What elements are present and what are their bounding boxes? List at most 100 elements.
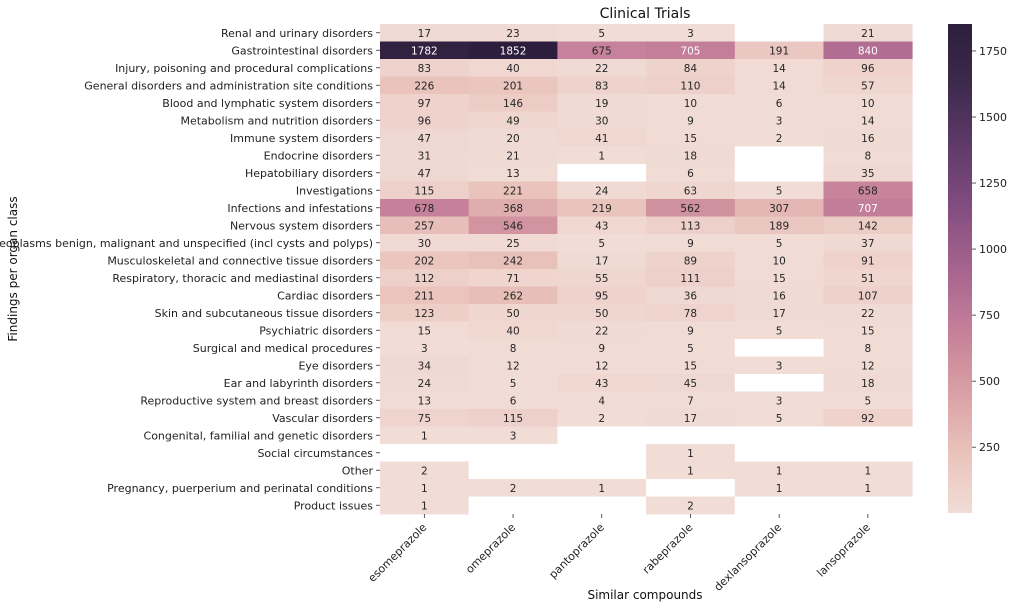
cell-value-label: 16: [861, 133, 875, 145]
heatmap-cell-empty: [734, 444, 824, 462]
cell-value-label: 262: [503, 290, 523, 302]
cell-value-label: 8: [510, 343, 517, 355]
heatmap-cell: [468, 339, 558, 357]
x-axis-label: Similar compounds: [587, 588, 702, 602]
cell-value-label: 3: [687, 28, 694, 40]
cell-value-label: 211: [414, 290, 434, 302]
cell-value-label: 40: [506, 325, 519, 337]
cell-value-label: 9: [687, 325, 694, 337]
cell-value-label: 36: [684, 290, 698, 302]
cell-value-label: 1: [421, 500, 428, 512]
heatmap-cell: [734, 76, 824, 95]
heatmap-cell: [823, 234, 913, 252]
cell-value-label: 9: [687, 238, 694, 250]
heatmap-cell: [823, 24, 913, 42]
cell-value-label: 1: [687, 448, 694, 460]
cell-value-label: 71: [506, 273, 519, 285]
heatmap-cell: [557, 339, 647, 357]
cell-value-label: 97: [418, 98, 431, 110]
colorbar-tick-label: 1000: [979, 243, 1007, 256]
cell-value-label: 21: [861, 28, 874, 40]
heatmap-cell: [646, 94, 736, 112]
cell-value-label: 546: [503, 220, 523, 232]
cell-value-label: 47: [418, 168, 431, 180]
cell-value-label: 226: [414, 80, 434, 92]
cell-value-label: 1: [776, 465, 783, 477]
heatmap-cell: [557, 374, 647, 392]
cell-value-label: 17: [418, 28, 431, 40]
column-tick-label: pantoprazole: [547, 521, 607, 581]
cell-value-label: 2: [776, 133, 783, 145]
heatmap-cell: [734, 111, 824, 130]
heatmap-cell: [823, 164, 913, 182]
heatmap-cell: [646, 374, 736, 392]
cell-value-label: 1: [421, 483, 428, 495]
cell-value-label: 1782: [411, 45, 438, 57]
cell-value-label: 5: [865, 395, 872, 407]
heatmap-cell: [380, 304, 470, 322]
cell-value-label: 1: [776, 483, 783, 495]
heatmap-cell-empty: [823, 426, 913, 445]
heatmap-cell: [646, 391, 736, 410]
heatmap-cell: [380, 234, 470, 252]
cell-value-label: 91: [861, 255, 874, 267]
row-tick-label: Immune system disorders: [230, 132, 373, 145]
heatmap-cell-empty: [734, 374, 824, 392]
cell-value-label: 5: [776, 413, 783, 425]
heatmap-cell: [646, 129, 736, 147]
cell-value-label: 40: [506, 63, 519, 75]
heatmap-cell: [734, 391, 824, 410]
cell-value-label: 675: [592, 45, 612, 57]
heatmap-cell: [734, 234, 824, 252]
heatmap-cell: [468, 111, 558, 130]
cell-value-label: 3: [776, 360, 783, 372]
heatmap-cell: [468, 181, 558, 200]
heatmap-cell: [823, 409, 913, 427]
heatmap-cell: [380, 129, 470, 147]
heatmap-cell: [557, 286, 647, 305]
column-tick-label: omeprazole: [463, 521, 518, 576]
cell-value-label: 1: [598, 483, 605, 495]
heatmap-cell: [557, 76, 647, 95]
heatmap-cell: [468, 356, 558, 375]
heatmap-cell-empty: [646, 479, 736, 497]
cell-value-label: 95: [595, 290, 608, 302]
heatmap-cell: [380, 216, 470, 235]
cell-value-label: 707: [858, 203, 878, 215]
heatmap-cell: [734, 251, 824, 270]
heatmap-cell: [734, 129, 824, 147]
heatmap-cell: [557, 216, 647, 235]
heatmap-cell: [557, 409, 647, 427]
cell-value-label: 14: [861, 115, 875, 127]
heatmap-cell: [646, 164, 736, 182]
heatmap-cell: [646, 181, 736, 200]
colorbar-gradient: [948, 24, 972, 513]
cell-value-label: 6: [687, 168, 694, 180]
cell-value-label: 12: [595, 360, 608, 372]
cell-value-label: 12: [861, 360, 874, 372]
cell-value-label: 9: [687, 115, 694, 127]
heatmap-cell: [646, 339, 736, 357]
cell-value-label: 705: [680, 45, 700, 57]
heatmap-cell: [380, 321, 470, 340]
row-tick-label: Vascular disorders: [272, 412, 373, 425]
cell-value-label: 5: [776, 185, 783, 197]
cell-value-label: 219: [592, 203, 612, 215]
heatmap-cell: [557, 146, 647, 165]
cell-value-label: 678: [414, 203, 434, 215]
row-tick-label: Injury, poisoning and procedural complic…: [115, 62, 373, 75]
cell-value-label: 562: [680, 203, 700, 215]
cell-value-label: 16: [772, 290, 786, 302]
cell-value-label: 111: [680, 273, 700, 285]
heatmap-cell-empty: [557, 426, 647, 445]
heatmap-cell: [380, 41, 470, 60]
cell-value-label: 20: [506, 133, 519, 145]
heatmap-cell-empty: [734, 146, 824, 165]
cell-value-label: 202: [414, 255, 434, 267]
cell-value-label: 142: [858, 220, 878, 232]
heatmap-cell: [468, 286, 558, 305]
heatmap-cell: [734, 59, 824, 77]
cell-value-label: 5: [776, 325, 783, 337]
heatmap-cell: [646, 59, 736, 77]
